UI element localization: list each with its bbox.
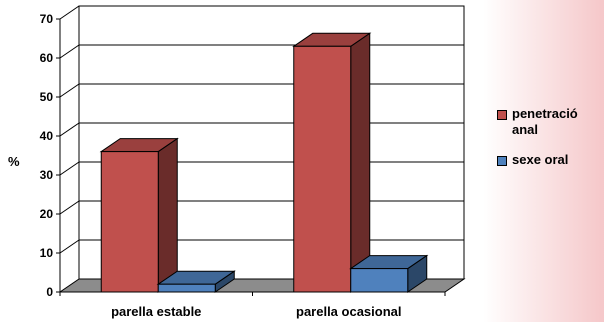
gridline-depth (59, 200, 80, 215)
gridline-depth (59, 5, 80, 20)
legend-item-penetracio-anal: penetració anal (497, 106, 602, 138)
y-tick-label: 20 (40, 207, 54, 221)
legend-item-sexe-oral: sexe oral (497, 152, 602, 168)
legend-swatch-penetracio-anal (497, 110, 507, 120)
y-tick-label: 60 (40, 51, 54, 65)
y-tick-label: 10 (40, 246, 54, 260)
x-category-label-parella-estable: parella estable (111, 304, 201, 319)
gridline-depth (59, 44, 80, 59)
y-tick-label: 40 (40, 129, 54, 143)
bar-sexe-oral-parella-estable (157, 283, 216, 293)
y-tick-label: 70 (40, 12, 54, 26)
y-tick-label: 0 (46, 285, 53, 299)
y-tick-label: 30 (40, 168, 54, 182)
legend-swatch-sexe-oral (497, 156, 507, 166)
x-category-label-parella-ocasional: parella ocasional (296, 304, 402, 319)
legend-label-penetracio-anal: penetració anal (512, 106, 578, 137)
bar-penetracio-anal-parella-ocasional (293, 45, 352, 293)
bar-penetracio-anal-parella-ocasional-side (350, 32, 371, 293)
bar-penetracio-anal-parella-estable-side (157, 137, 178, 293)
gridline-depth (59, 161, 80, 176)
legend-label-sexe-oral: sexe oral (512, 152, 569, 167)
gridline-depth (59, 239, 80, 254)
legend: penetració anal sexe oral (497, 106, 602, 182)
y-tick-label: 50 (40, 90, 54, 104)
bar-penetracio-anal-parella-estable (100, 151, 159, 293)
gridline-depth (59, 122, 80, 137)
bar-sexe-oral-parella-ocasional (350, 268, 409, 293)
gridline-depth (59, 83, 80, 98)
y-axis-label: % (8, 154, 20, 169)
